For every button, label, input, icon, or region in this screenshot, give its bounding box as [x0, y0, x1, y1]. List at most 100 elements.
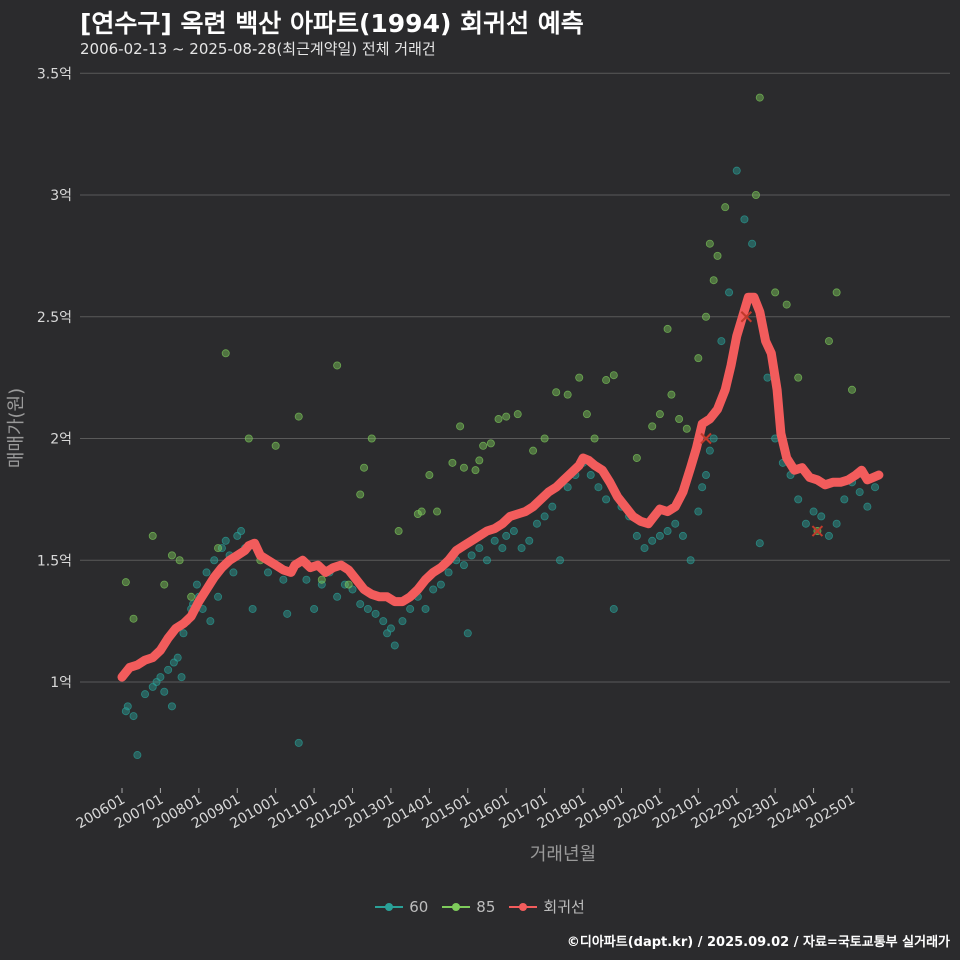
data-point-85 [648, 422, 657, 431]
data-point-60 [655, 531, 664, 540]
data-point-85 [713, 251, 722, 260]
data-point-60 [406, 604, 415, 613]
data-point-85 [448, 458, 457, 467]
data-point-60 [794, 495, 803, 504]
data-point-85 [221, 349, 230, 358]
data-point-85 [794, 373, 803, 382]
data-point-60 [809, 507, 818, 516]
data-point-85 [590, 434, 599, 443]
data-point-60 [167, 702, 176, 711]
regression-line [117, 292, 884, 682]
data-point-60 [498, 544, 507, 553]
highlight-x-marker [700, 432, 712, 445]
data-point-85 [333, 361, 342, 370]
data-point-60 [517, 544, 526, 553]
data-point-60 [540, 512, 549, 521]
data-point-60 [363, 604, 372, 613]
data-point-85 [167, 551, 176, 560]
data-point-60 [509, 527, 518, 536]
data-point-85 [552, 388, 561, 397]
source-caption: ©디아파트(dapt.kr) / 2025.09.02 / 자료=국토교통부 실… [566, 935, 950, 950]
data-point-85 [655, 410, 664, 419]
data-point-60 [871, 483, 880, 492]
data-point-85 [271, 441, 280, 450]
legend-key-regression [509, 900, 538, 914]
data-point-60 [817, 512, 826, 521]
legend-item-60[interactable]: 60 [375, 896, 428, 917]
data-point-85 [721, 203, 730, 212]
data-point-60 [748, 239, 757, 248]
data-point-60 [694, 507, 703, 516]
data-point-85 [160, 580, 169, 589]
legend-item-85[interactable]: 85 [442, 896, 495, 917]
data-point-60 [421, 604, 430, 613]
data-point-60 [294, 738, 303, 747]
data-point-85 [675, 415, 684, 424]
data-point-85 [540, 434, 549, 443]
chart-subtitle: 2006-02-13 ~ 2025-08-28(최근계약일) 전체 거래건 [80, 40, 436, 58]
data-point-85 [832, 288, 841, 297]
data-point-85 [824, 337, 833, 346]
data-point-85 [502, 412, 511, 421]
data-point-85 [486, 439, 495, 448]
data-point-60 [763, 373, 772, 382]
y-tick-label: 1.5억 [37, 553, 72, 569]
legend-label-60: 60 [409, 897, 429, 916]
data-point-60 [173, 653, 182, 662]
data-point-60 [192, 580, 201, 589]
y-axis-title: 매매가(원) [6, 388, 27, 468]
data-point-60 [133, 751, 142, 760]
data-point-60 [594, 483, 603, 492]
y-tick-label: 2억 [50, 432, 72, 448]
data-point-60 [490, 536, 499, 545]
data-point-85 [417, 507, 426, 516]
data-point-85 [356, 490, 365, 499]
y-tick-label: 1억 [50, 675, 72, 691]
data-point-85 [663, 324, 672, 333]
data-point-85 [394, 527, 403, 536]
highlight-markers [700, 311, 824, 537]
data-point-60 [379, 617, 388, 626]
data-point-60 [248, 604, 257, 613]
data-point-60 [717, 337, 726, 346]
legend-item-regression[interactable]: 회귀선 [509, 896, 585, 917]
legend-label-85: 85 [476, 897, 496, 916]
data-point-85 [214, 544, 223, 553]
data-point-60 [179, 629, 188, 638]
data-point-60 [686, 556, 695, 565]
data-point-60 [863, 502, 872, 511]
data-point-60 [563, 483, 572, 492]
data-point-85 [456, 422, 465, 431]
data-point-60 [156, 673, 165, 682]
data-point-85 [471, 466, 480, 475]
data-point-85 [494, 415, 503, 424]
data-point-60 [310, 604, 319, 613]
highlight-x-marker [740, 311, 753, 323]
y-tick-label: 2.5억 [37, 310, 72, 326]
data-point-85 [667, 390, 676, 399]
data-point-60 [229, 568, 238, 577]
data-point-85 [479, 441, 488, 450]
data-point-85 [121, 578, 130, 587]
data-point-60 [475, 544, 484, 553]
data-point-85 [602, 376, 611, 385]
data-point-60 [390, 641, 399, 650]
data-point-85 [344, 580, 353, 589]
data-point-85 [575, 373, 584, 382]
data-point-60 [755, 539, 764, 548]
data-point-60 [671, 519, 680, 528]
data-point-60 [302, 575, 311, 584]
data-point-85 [425, 471, 434, 480]
data-point-85 [755, 93, 764, 102]
data-point-60 [164, 665, 173, 674]
data-point-60 [548, 502, 557, 511]
data-point-85 [694, 354, 703, 363]
data-point-60 [709, 434, 718, 443]
grid-lines [80, 72, 950, 683]
data-point-85 [367, 434, 376, 443]
data-point-60 [436, 580, 445, 589]
regression-line-path [117, 292, 884, 682]
data-point-60 [525, 536, 534, 545]
x-axis-title: 거래년월 [530, 844, 596, 865]
data-point-60 [732, 166, 741, 175]
